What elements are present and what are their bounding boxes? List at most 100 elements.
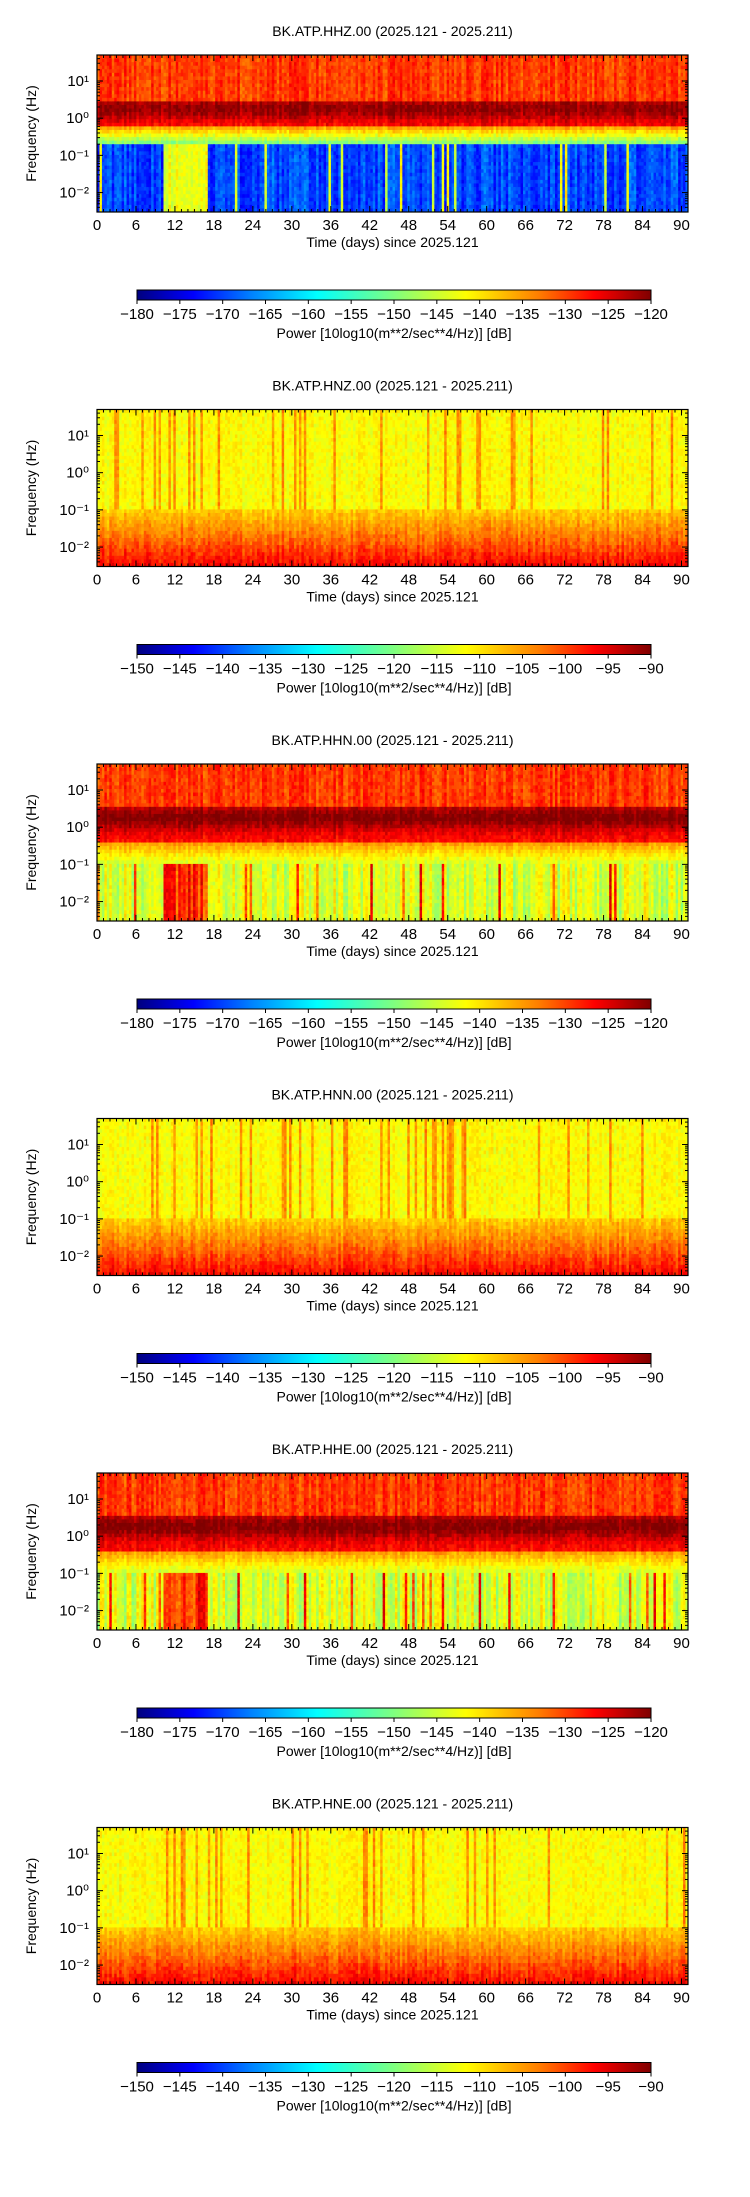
colorbar-gradient <box>137 1354 651 1364</box>
spectrogram-image <box>97 1473 689 1631</box>
colorbar-tick-label: −125 <box>334 2079 368 2096</box>
x-tick-label: 0 <box>93 217 101 234</box>
colorbar-gradient <box>137 645 651 655</box>
colorbar-tick-label: −130 <box>548 1724 582 1741</box>
x-tick-label: 30 <box>283 1635 300 1652</box>
colorbar-tick-label: −155 <box>334 1724 368 1741</box>
x-tick-label: 30 <box>283 1990 300 2007</box>
colorbar-tick-label: −100 <box>548 2079 582 2096</box>
colorbar-gradient <box>137 2063 651 2073</box>
x-tick-label: 42 <box>361 1990 378 2007</box>
x-tick-label: 90 <box>673 1990 690 2007</box>
colorbar-tick-label: −160 <box>291 1724 325 1741</box>
x-tick-label: 36 <box>322 1990 339 2007</box>
x-tick-label: 42 <box>361 217 378 234</box>
x-tick-label: 6 <box>132 1990 140 2007</box>
spectrogram-panel-2: BK.ATP.HNZ.00 (2025.121 - 2025.211)0 6 12 1… <box>23 378 690 696</box>
colorbar-tick-label: −115 <box>420 661 453 678</box>
x-tick-label: 48 <box>400 926 417 943</box>
colorbar-tick-label: −105 <box>506 2079 540 2096</box>
y-tick-label: 10⁻¹ <box>59 502 89 519</box>
x-tick-label: 12 <box>167 217 184 234</box>
colorbar-tick-label: −130 <box>548 1015 582 1032</box>
colorbar-tick-label: −165 <box>249 306 283 323</box>
colorbar-tick-label: −95 <box>595 2079 620 2096</box>
y-tick-label: 10⁰ <box>66 1883 89 1900</box>
x-tick-label: 60 <box>478 1990 495 2007</box>
colorbar-tick-label: −110 <box>463 1370 496 1387</box>
x-axis-label: Time (days) since 2025.121 <box>306 234 478 250</box>
y-axis-label: Frequency (Hz) <box>23 1858 39 1954</box>
colorbar: −180 −175 −170 −165 −160 −155 −150 −145 −140 −135… <box>120 290 668 341</box>
x-tick-label: 36 <box>322 572 339 589</box>
x-tick-label: 66 <box>517 1990 534 2007</box>
colorbar-tick-label: −115 <box>420 1370 453 1387</box>
x-tick-label: 48 <box>400 1281 417 1298</box>
colorbar: −180 −175 −170 −165 −160 −155 −150 −145 −140 −135… <box>120 999 668 1050</box>
spectrogram-image <box>97 1828 689 1986</box>
y-tick-label: 10⁻¹ <box>59 147 89 164</box>
colorbar-tick-label: −135 <box>249 1370 283 1387</box>
x-tick-label: 78 <box>595 1635 612 1652</box>
colorbar-tick-label: −150 <box>120 661 154 678</box>
colorbar-tick-label: −140 <box>206 1370 240 1387</box>
colorbar-tick-label: −140 <box>463 1724 497 1741</box>
x-tick-label: 90 <box>673 217 690 234</box>
colorbar-tick-label: −165 <box>249 1015 283 1032</box>
panel-title: BK.ATP.HHZ.00 (2025.121 - 2025.211) <box>272 23 512 39</box>
colorbar-tick-label: −130 <box>291 2079 325 2096</box>
x-tick-label: 54 <box>439 1281 456 1298</box>
spectrogram-panel-5: BK.ATP.HHE.00 (2025.121 - 2025.211)0 6 12 1… <box>23 1441 690 1759</box>
y-axis-label: Frequency (Hz) <box>23 1503 39 1599</box>
x-tick-label: 6 <box>132 926 140 943</box>
colorbar-tick-label: −180 <box>120 1724 154 1741</box>
colorbar-tick-label: −135 <box>249 2079 283 2096</box>
y-tick-label: 10⁻¹ <box>59 1565 89 1582</box>
x-tick-label: 18 <box>206 1281 223 1298</box>
colorbar-tick-label: −120 <box>377 661 411 678</box>
x-tick-label: 30 <box>283 217 300 234</box>
y-tick-label: 10¹ <box>67 427 89 444</box>
y-tick-label: 10¹ <box>67 1845 89 1862</box>
colorbar-tick-label: −90 <box>638 661 663 678</box>
colorbar-label: Power [10log10(m**2/sec**4/Hz)] [dB] <box>277 1389 512 1405</box>
colorbar-tick-label: −90 <box>638 2079 663 2096</box>
colorbar-tick-label: −180 <box>120 306 154 323</box>
x-tick-label: 84 <box>634 926 651 943</box>
colorbar-tick-label: −120 <box>634 1724 668 1741</box>
x-tick-label: 72 <box>556 217 573 234</box>
x-tick-label: 54 <box>439 1990 456 2007</box>
x-tick-label: 90 <box>673 572 690 589</box>
x-tick-label: 78 <box>595 217 612 234</box>
x-tick-label: 42 <box>361 926 378 943</box>
x-tick-label: 0 <box>93 1990 101 2007</box>
colorbar-tick-label: −125 <box>591 1015 625 1032</box>
colorbar-tick-label: −150 <box>377 1724 411 1741</box>
spectrogram-image <box>97 55 689 213</box>
colorbar-tick-label: −115 <box>420 2079 453 2096</box>
colorbar-tick-label: −160 <box>291 1015 325 1032</box>
x-axis-label: Time (days) since 2025.121 <box>306 589 478 605</box>
spectrogram-image <box>97 1119 689 1277</box>
panel-title: BK.ATP.HNN.00 (2025.121 - 2025.211) <box>271 1087 513 1103</box>
y-axis-label: Frequency (Hz) <box>23 85 39 181</box>
colorbar-tick-label: −145 <box>420 1015 454 1032</box>
x-tick-label: 66 <box>517 217 534 234</box>
x-axis-label: Time (days) since 2025.121 <box>306 1652 478 1668</box>
x-tick-label: 0 <box>93 1635 101 1652</box>
colorbar-tick-label: −90 <box>638 1370 663 1387</box>
colorbar-label: Power [10log10(m**2/sec**4/Hz)] [dB] <box>277 1743 512 1759</box>
x-tick-label: 48 <box>400 1990 417 2007</box>
x-tick-label: 54 <box>439 217 456 234</box>
x-tick-label: 12 <box>167 1990 184 2007</box>
x-tick-label: 66 <box>517 1635 534 1652</box>
colorbar-tick-label: −105 <box>506 661 540 678</box>
y-tick-label: 10¹ <box>67 73 89 90</box>
colorbar-tick-label: −125 <box>591 1724 625 1741</box>
x-tick-label: 30 <box>283 572 300 589</box>
x-tick-label: 30 <box>283 926 300 943</box>
y-tick-label: 10⁰ <box>66 465 89 482</box>
y-tick-label: 10⁰ <box>66 110 89 127</box>
colorbar-tick-label: −145 <box>163 2079 197 2096</box>
